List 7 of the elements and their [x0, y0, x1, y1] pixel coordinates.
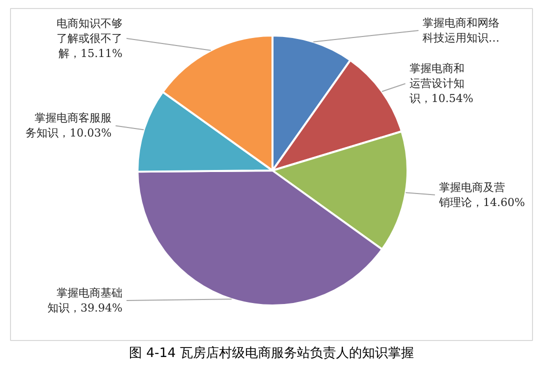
slice-label: 掌握电商基础知识，39.94% — [48, 286, 123, 314]
slice-label: 掌握电商客服服务知识，10.03% — [26, 112, 112, 140]
slice-label: 电商知识不够了解或很不了解，15.11% — [56, 16, 123, 60]
slice-label: 掌握电商及营销理论，14.60% — [438, 180, 525, 209]
text: 图 4-14 瓦房店村级电商服务站负责人的知识掌握 — [129, 345, 414, 361]
slice-label: 掌握电商和网络科技运用知识… — [422, 16, 500, 44]
slice-label: 掌握电商和运营设计知识，10.54% — [409, 62, 474, 106]
